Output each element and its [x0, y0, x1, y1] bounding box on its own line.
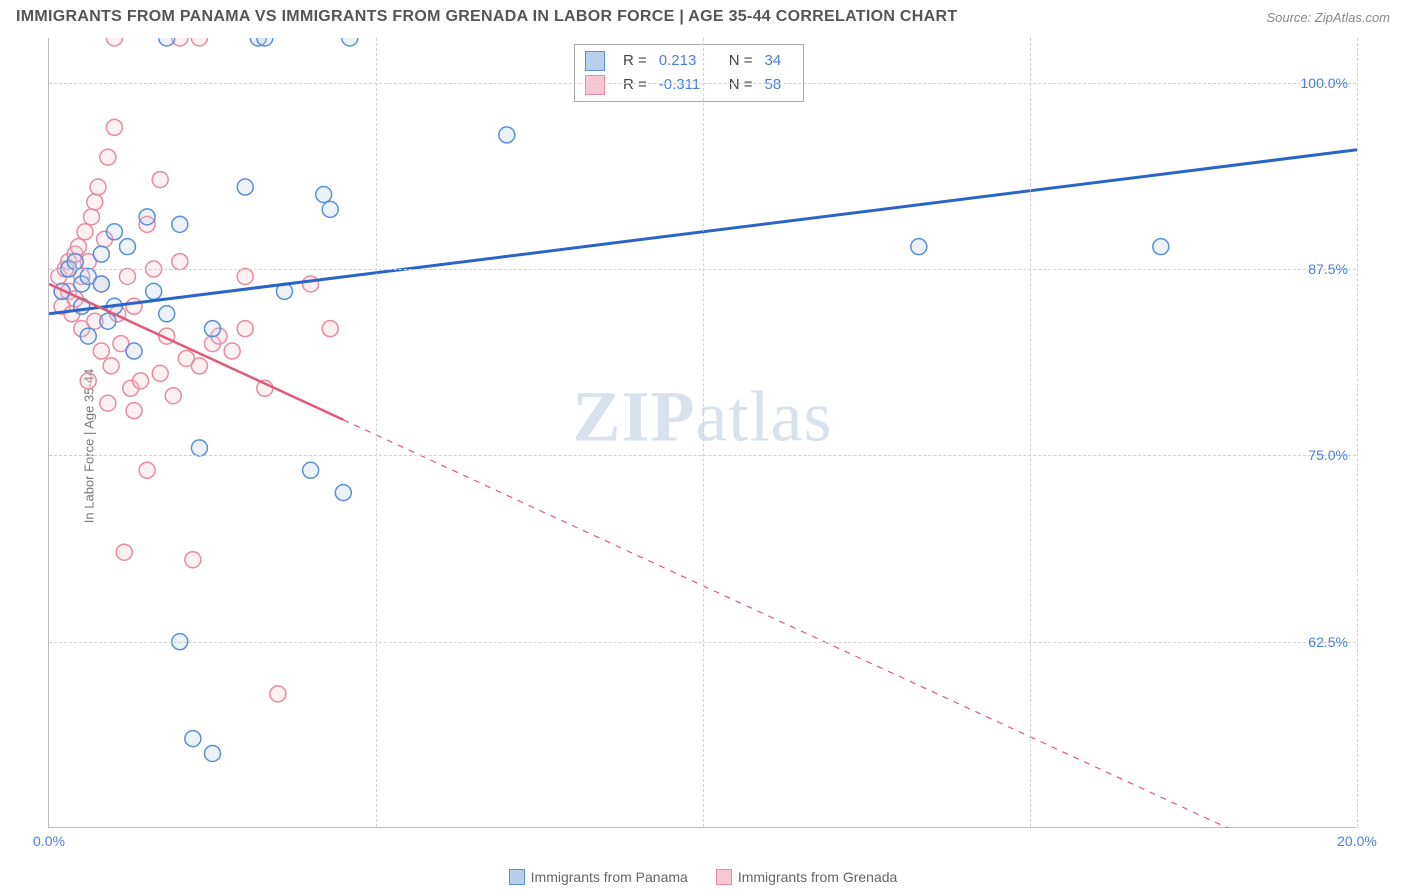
legend-item: Immigrants from Panama [509, 869, 688, 885]
y-tick-label: 87.5% [1308, 261, 1348, 277]
n-value: 34 [765, 49, 793, 73]
legend-label: Immigrants from Grenada [738, 869, 898, 885]
x-tick-label: 0.0% [33, 833, 65, 849]
legend-swatch [585, 51, 605, 71]
scatter-chart: ZIPatlas R =0.213N =34R =-0.311N =58 62.… [48, 38, 1356, 828]
n-value: 58 [765, 73, 793, 97]
r-label: R = [623, 73, 647, 97]
legend-label: Immigrants from Panama [531, 869, 688, 885]
r-label: R = [623, 49, 647, 73]
chart-title: IMMIGRANTS FROM PANAMA VS IMMIGRANTS FRO… [16, 8, 957, 26]
y-tick-label: 100.0% [1301, 75, 1348, 91]
legend-swatch [509, 869, 525, 885]
correlation-row: R = 0.213 N = 34 [585, 49, 793, 73]
series-legend: Immigrants from Panama Immigrants from Gr… [0, 869, 1406, 888]
chart-source: Source: ZipAtlas.com [1266, 10, 1390, 25]
r-value: -0.311 [659, 73, 717, 97]
x-tick-label: 20.0% [1337, 833, 1377, 849]
chart-header: IMMIGRANTS FROM PANAMA VS IMMIGRANTS FRO… [0, 0, 1406, 30]
gridline-v [703, 38, 704, 827]
correlation-row: R = -0.311 N = 58 [585, 73, 793, 97]
legend-item: Immigrants from Grenada [716, 869, 898, 885]
legend-swatch [716, 869, 732, 885]
gridline-v [1030, 38, 1031, 827]
legend-swatch [585, 75, 605, 95]
correlation-legend: R = 0.213 N = 34 R = -0.311 N = 58 [574, 44, 804, 102]
n-label: N = [729, 49, 753, 73]
y-tick-label: 62.5% [1308, 634, 1348, 650]
r-value: 0.213 [659, 49, 717, 73]
gridline-v [376, 38, 377, 827]
n-label: N = [729, 73, 753, 97]
gridline-v [1357, 38, 1358, 827]
y-tick-label: 75.0% [1308, 447, 1348, 463]
